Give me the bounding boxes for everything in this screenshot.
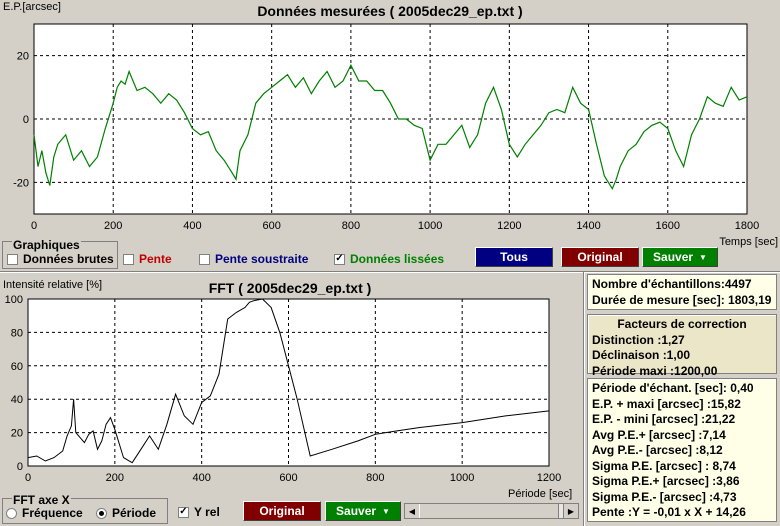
fft-axis-group (2, 498, 168, 524)
x-tick-label: 600 (279, 472, 297, 484)
sigma-pe: Sigma P.E. [arcsec] : 8,74 (592, 458, 736, 473)
measurement-duration: Durée de mesure [sec]: 1803,19 (592, 292, 772, 307)
x-tick-label: 1000 (450, 472, 474, 484)
scroll-right-button[interactable]: ▶ (563, 504, 578, 518)
save-button-top[interactable]: Sauver ▼ (642, 247, 718, 267)
top-chart-series-line (33, 63, 748, 191)
top-chart-xlabel: Temps [sec] (719, 236, 778, 248)
y-tick-label: 60 (11, 361, 23, 373)
y-tick-label: 0 (17, 461, 23, 473)
y-tick-label: 80 (11, 327, 23, 339)
y-tick-label: 20 (11, 428, 23, 440)
original-button-top[interactable]: Original (561, 247, 639, 267)
scroll-left-button[interactable]: ◀ (405, 504, 420, 518)
top-chart-title: Données mesurées ( 2005dec29_ep.txt ) (257, 3, 523, 19)
save-button-fft-label: Sauver (336, 504, 377, 518)
x-tick-label: 400 (183, 220, 201, 232)
declination-value: Déclinaison :1,00 (592, 348, 691, 362)
ep-min: E.P. - mini [arcsec] :21,22 (592, 412, 736, 426)
x-tick-label: 800 (366, 472, 384, 484)
x-tick-label: 200 (104, 220, 122, 232)
samples-count: Nombre d'échantillons:4497 (592, 277, 752, 291)
save-button-fft[interactable]: Sauver ▼ (325, 501, 401, 521)
save-button-top-label: Sauver (653, 250, 694, 264)
smoothed-data-checkbox[interactable]: ✓ Données lissées (334, 252, 444, 266)
x-tick-label: 0 (25, 472, 31, 484)
x-tick-label: 1000 (418, 220, 442, 232)
yrel-checkbox[interactable]: ✓ Y rel (178, 505, 220, 519)
arrow-right-icon: ▶ (567, 506, 575, 516)
all-button[interactable]: Tous (475, 247, 553, 267)
fft-axis-group-label: FFT axe X (12, 493, 71, 507)
avg-pe-plus: Avg P.E.+ [arcsec] :7,14 (592, 427, 726, 442)
slope-checkbox[interactable]: Pente (123, 252, 172, 266)
yrel-checkbox-box[interactable]: ✓ (178, 506, 189, 518)
raw-data-checkbox[interactable]: Données brutes (7, 252, 114, 266)
correction-panel: Facteurs de correction Distinction :1,27… (587, 314, 777, 378)
sigma-pe-minus: Sigma P.E.- [arcsec] :4,73 (592, 489, 737, 504)
fft-chart-series-line (27, 298, 550, 464)
x-tick-label: 800 (342, 220, 360, 232)
scroll-thumb[interactable] (419, 504, 559, 518)
x-tick-label: 1400 (576, 220, 600, 232)
fft-chart-title: FFT ( 2005dec29_ep.txt ) (208, 280, 372, 296)
y-tick-label: 40 (11, 394, 23, 406)
x-tick-label: 1600 (656, 220, 680, 232)
ep-max: E.P. + maxi [arcsec] :15,82 (592, 396, 741, 411)
slope-equation: Pente :Y = -0,01 x X + 14,26 (592, 505, 746, 519)
x-tick-label: 0 (31, 220, 37, 232)
original-button-fft[interactable]: Original (243, 501, 321, 521)
section-divider (0, 271, 780, 273)
y-tick-label: 100 (5, 294, 23, 306)
sigma-pe-plus: Sigma P.E.+ [arcsec] :3,86 (592, 474, 740, 488)
y-tick-label: -20 (13, 177, 29, 189)
slope-checkbox-box[interactable] (123, 253, 134, 265)
y-tick-label: 0 (23, 114, 29, 126)
period-label: Période (112, 506, 157, 520)
x-tick-label: 1800 (735, 220, 759, 232)
period-radio[interactable]: Période (96, 506, 156, 520)
sample-period: Période d'échant. [sec]: 0,40 (592, 381, 754, 395)
frequency-label: Fréquence (22, 506, 83, 520)
frequency-radio[interactable]: Fréquence (6, 506, 83, 520)
details-panel: Période d'échant. [sec]: 0,40 E.P. + max… (587, 378, 777, 522)
slope-label: Pente (139, 252, 172, 266)
x-tick-label: 1200 (537, 472, 561, 484)
yrel-label: Y rel (194, 505, 220, 519)
arrow-left-icon: ◀ (408, 506, 416, 516)
avg-pe-minus: Avg P.E.- [arcsec] :8,12 (592, 443, 723, 457)
top-chart-ylabel: E.P.[arcsec] (3, 1, 61, 13)
x-tick-label: 200 (106, 472, 124, 484)
distinction-value: Distinction :1,27 (592, 332, 685, 347)
slope-subtracted-checkbox-box[interactable] (199, 253, 210, 265)
fft-chart-ylabel: Intensité relative [%] (3, 279, 103, 291)
correction-title: Facteurs de correction (617, 317, 747, 331)
x-tick-label: 400 (192, 472, 210, 484)
raw-data-label: Données brutes (23, 252, 114, 266)
frequency-radio-button[interactable] (6, 507, 17, 519)
smoothed-data-checkbox-box[interactable]: ✓ (334, 253, 345, 265)
dropdown-arrow-icon: ▼ (699, 252, 707, 262)
right-panel-divider (583, 272, 585, 526)
fft-scrollbar[interactable]: ◀ ▶ (404, 503, 579, 519)
graphiques-group-label: Graphiques (12, 238, 81, 252)
period-radio-button[interactable] (96, 507, 107, 519)
fft-chart-xlabel: Période [sec] (508, 488, 573, 500)
slope-subtracted-label: Pente soustraite (215, 252, 309, 266)
raw-data-checkbox-box[interactable] (7, 253, 18, 265)
slope-subtracted-checkbox[interactable]: Pente soustraite (199, 252, 308, 266)
x-tick-label: 600 (262, 220, 280, 232)
x-tick-label: 1200 (497, 220, 521, 232)
max-period-value: Période maxi :1200,00 (592, 363, 718, 378)
dropdown-arrow-icon: ▼ (382, 506, 390, 516)
smoothed-data-label: Données lissées (350, 252, 445, 266)
y-tick-label: 20 (17, 51, 29, 63)
stats-panel: Nombre d'échantillons:4497 Durée de mesu… (587, 274, 777, 310)
